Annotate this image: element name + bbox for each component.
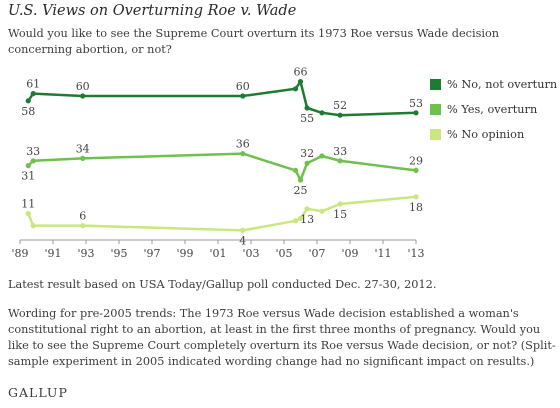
data-point: [80, 223, 86, 229]
series-line-2: [27, 195, 417, 232]
gallup-logo: GALLUP: [8, 385, 68, 400]
legend-label: % No opinion: [447, 128, 525, 141]
data-label: 36: [236, 138, 250, 151]
data-point: [297, 177, 304, 183]
legend-item: % Yes, overturn: [430, 97, 557, 122]
data-label: 15: [333, 208, 347, 221]
x-tick-label: '93: [77, 247, 94, 260]
data-point: [80, 93, 86, 99]
x-tick-label: '09: [341, 247, 358, 260]
data-point: [292, 167, 299, 173]
wording-note: Wording for pre-2005 trends: The 1973 Ro…: [8, 307, 556, 368]
data-label: 11: [21, 198, 35, 211]
data-point: [30, 91, 36, 97]
data-point: [240, 227, 246, 233]
data-point: [337, 201, 343, 207]
series-line-0: [27, 80, 417, 117]
data-point: [25, 211, 31, 217]
data-point: [413, 110, 419, 116]
data-label: 31: [21, 170, 35, 183]
x-tick-label: '89: [11, 247, 28, 260]
chart-legend: % No, not overturn % Yes, overturn % No op…: [430, 72, 557, 147]
x-tick-label: '95: [110, 247, 127, 260]
data-point: [30, 223, 36, 229]
data-point: [304, 160, 310, 166]
data-point: [304, 206, 310, 212]
legend-item: % No, not overturn: [430, 72, 557, 97]
data-label: 66: [294, 66, 308, 79]
data-label: 60: [236, 80, 250, 93]
data-point: [240, 93, 246, 99]
survey-question: Would you like to see the Supreme Court …: [8, 27, 500, 56]
data-point: [30, 158, 36, 164]
legend-swatch: [430, 104, 441, 115]
data-point: [297, 215, 304, 221]
series-line-1: [27, 152, 417, 182]
data-label: 6: [79, 210, 86, 223]
data-label: 58: [21, 105, 35, 118]
x-tick-label: '97: [143, 247, 160, 260]
x-tick-label: '07: [308, 247, 325, 260]
legend-swatch: [430, 79, 441, 90]
x-tick-label: '13: [407, 247, 424, 260]
data-label: 32: [300, 147, 314, 160]
chart-title: U.S. Views on Overturning Roe v. Wade: [8, 3, 297, 19]
x-tick-label: '91: [44, 247, 61, 260]
data-point: [292, 218, 299, 224]
x-tick-label: '99: [176, 247, 193, 260]
data-label: 53: [409, 97, 423, 110]
data-point: [319, 208, 325, 214]
legend-label: % No, not overturn: [447, 78, 558, 91]
data-point: [337, 158, 343, 164]
legend-swatch: [430, 129, 441, 140]
data-label: 4: [239, 234, 246, 247]
data-point: [413, 194, 419, 200]
data-point: [304, 105, 310, 111]
data-point: [319, 110, 325, 116]
data-point: [240, 151, 246, 157]
data-label: 52: [333, 99, 347, 112]
data-label: 33: [26, 145, 40, 158]
data-point: [292, 86, 299, 92]
data-label: 18: [409, 201, 423, 214]
legend-item: % No opinion: [430, 122, 557, 147]
x-tick-label: '01: [209, 247, 226, 260]
data-point: [80, 155, 86, 161]
data-label: 60: [76, 80, 90, 93]
data-point: [337, 112, 343, 118]
x-tick-label: '05: [275, 247, 292, 260]
x-tick-label: '03: [242, 247, 259, 260]
data-label: 61: [26, 78, 40, 91]
data-label: 55: [300, 112, 314, 125]
data-point: [25, 163, 31, 169]
data-label: 33: [333, 145, 347, 158]
x-tick-label: '11: [374, 247, 391, 260]
data-point: [319, 153, 325, 159]
data-point: [297, 79, 304, 85]
legend-label: % Yes, overturn: [447, 103, 538, 116]
data-label: 25: [294, 184, 308, 197]
latest-result-note: Latest result based on USA Today/Gallup …: [8, 278, 437, 291]
data-point: [413, 167, 419, 173]
data-label: 34: [76, 142, 90, 155]
data-label: 13: [300, 213, 314, 226]
data-point: [25, 98, 31, 104]
data-label: 29: [409, 154, 423, 167]
line-chart: '89 '91 '93 '95 '97 '99 '01 '03 '05 '07 '09 '11 '13 5…: [11, 66, 424, 260]
